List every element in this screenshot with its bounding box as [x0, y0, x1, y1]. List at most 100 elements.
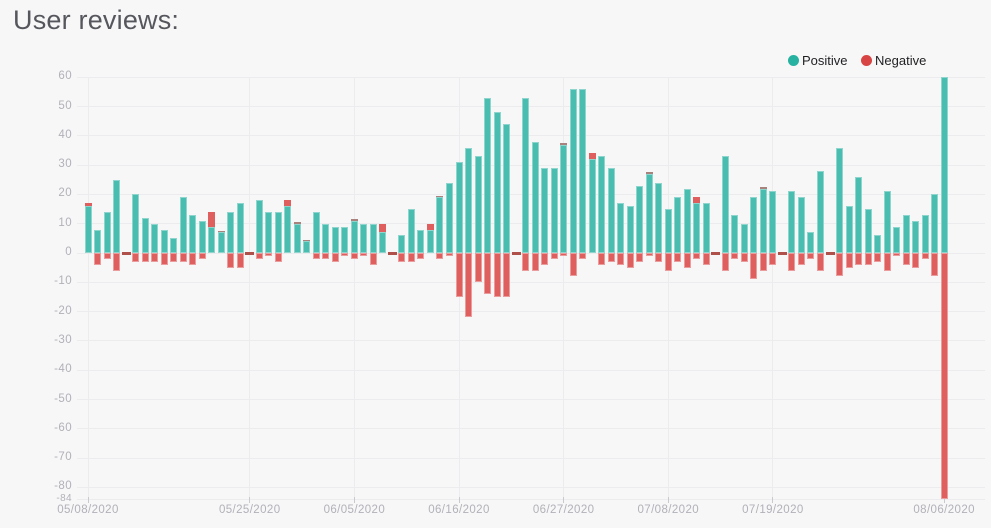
bar-positive[interactable]	[350, 220, 358, 253]
bar-positive[interactable]	[750, 197, 758, 253]
bar-negative-cap[interactable]	[379, 223, 387, 233]
zero-dash-negative[interactable]	[387, 251, 397, 255]
bar-positive[interactable]	[617, 203, 625, 253]
bar-positive[interactable]	[902, 214, 910, 253]
bar-positive[interactable]	[636, 185, 644, 253]
bar-negative[interactable]	[198, 253, 206, 259]
bar-positive[interactable]	[721, 156, 729, 253]
bar-positive[interactable]	[360, 223, 368, 253]
bar-positive[interactable]	[474, 156, 482, 253]
bar-negative-cap[interactable]	[208, 211, 216, 227]
bar-negative[interactable]	[503, 253, 511, 297]
zero-dash-negative[interactable]	[825, 251, 835, 255]
legend-item-positive[interactable]: Positive	[788, 53, 848, 68]
bar-negative-cap[interactable]	[293, 222, 301, 224]
bar-positive[interactable]	[151, 223, 159, 253]
bar-negative[interactable]	[817, 253, 824, 271]
bar-negative-cap[interactable]	[303, 239, 311, 242]
bar-positive[interactable]	[493, 112, 501, 253]
bar-negative-cap[interactable]	[693, 197, 701, 204]
bar-positive[interactable]	[940, 77, 948, 253]
bar-negative[interactable]	[465, 253, 473, 318]
bar-positive[interactable]	[836, 147, 844, 253]
bar-negative[interactable]	[636, 253, 644, 262]
bar-positive[interactable]	[579, 88, 587, 253]
bar-negative[interactable]	[645, 253, 653, 256]
bar-negative[interactable]	[912, 253, 920, 268]
bar-negative[interactable]	[759, 253, 767, 271]
bar-negative[interactable]	[769, 253, 777, 265]
bar-positive[interactable]	[179, 197, 187, 253]
bar-negative[interactable]	[874, 253, 882, 262]
bar-negative[interactable]	[484, 253, 492, 295]
bar-positive[interactable]	[208, 226, 216, 253]
bar-negative[interactable]	[836, 253, 844, 277]
bar-negative[interactable]	[845, 253, 853, 268]
bar-negative[interactable]	[236, 253, 244, 268]
bar-positive[interactable]	[588, 159, 596, 253]
zero-dash-negative[interactable]	[777, 251, 787, 255]
bar-positive[interactable]	[417, 229, 425, 253]
bar-negative-cap[interactable]	[426, 223, 434, 230]
bar-positive[interactable]	[436, 197, 444, 253]
zero-dash-negative[interactable]	[245, 251, 255, 255]
bar-negative[interactable]	[579, 253, 587, 259]
bar-positive[interactable]	[369, 223, 377, 253]
bar-positive[interactable]	[807, 232, 815, 253]
bar-positive[interactable]	[398, 235, 406, 253]
bar-negative[interactable]	[731, 253, 739, 259]
bar-negative[interactable]	[113, 253, 121, 271]
bar-positive[interactable]	[312, 211, 320, 253]
bar-positive[interactable]	[189, 214, 197, 253]
bar-negative[interactable]	[170, 253, 178, 262]
bar-positive[interactable]	[522, 97, 530, 253]
bar-negative[interactable]	[331, 253, 339, 262]
bar-positive[interactable]	[788, 191, 796, 253]
bar-negative[interactable]	[550, 253, 558, 259]
bar-negative[interactable]	[569, 253, 577, 277]
bar-positive[interactable]	[769, 191, 777, 253]
bar-negative[interactable]	[940, 253, 948, 500]
bar-negative[interactable]	[360, 253, 368, 256]
bar-negative[interactable]	[407, 253, 415, 262]
bar-positive[interactable]	[227, 211, 235, 253]
bar-negative-cap[interactable]	[84, 203, 92, 207]
bar-negative[interactable]	[626, 253, 634, 268]
bar-positive[interactable]	[664, 209, 672, 253]
bar-positive[interactable]	[341, 226, 349, 253]
bar-negative[interactable]	[312, 253, 320, 259]
bar-negative[interactable]	[94, 253, 101, 265]
bar-negative[interactable]	[674, 253, 682, 262]
bar-negative[interactable]	[132, 253, 140, 262]
bar-positive[interactable]	[94, 229, 101, 253]
bar-negative[interactable]	[493, 253, 501, 297]
bar-positive[interactable]	[921, 214, 929, 253]
bar-positive[interactable]	[407, 209, 415, 253]
bar-positive[interactable]	[160, 229, 168, 253]
bar-negative[interactable]	[855, 253, 863, 265]
bar-positive[interactable]	[655, 182, 663, 253]
bar-positive[interactable]	[484, 97, 492, 253]
bar-positive[interactable]	[759, 188, 767, 253]
bar-negative[interactable]	[103, 253, 111, 259]
bar-positive[interactable]	[626, 206, 634, 253]
bar-negative[interactable]	[750, 253, 758, 280]
bar-negative-cap[interactable]	[284, 200, 292, 207]
bar-positive[interactable]	[170, 238, 178, 253]
bar-positive[interactable]	[883, 191, 891, 253]
bar-positive[interactable]	[569, 88, 577, 253]
bar-negative[interactable]	[893, 253, 901, 256]
bar-negative[interactable]	[541, 253, 549, 265]
bar-negative[interactable]	[807, 253, 815, 259]
bar-negative[interactable]	[151, 253, 159, 262]
bar-positive[interactable]	[693, 203, 701, 253]
bar-negative-cap[interactable]	[350, 219, 358, 221]
bar-positive[interactable]	[797, 197, 805, 253]
bar-positive[interactable]	[132, 194, 140, 253]
bar-positive[interactable]	[445, 182, 453, 253]
bar-negative[interactable]	[788, 253, 796, 271]
bar-positive[interactable]	[550, 168, 558, 253]
bar-positive[interactable]	[674, 197, 682, 253]
bar-negative[interactable]	[902, 253, 910, 265]
bar-positive[interactable]	[560, 144, 568, 253]
